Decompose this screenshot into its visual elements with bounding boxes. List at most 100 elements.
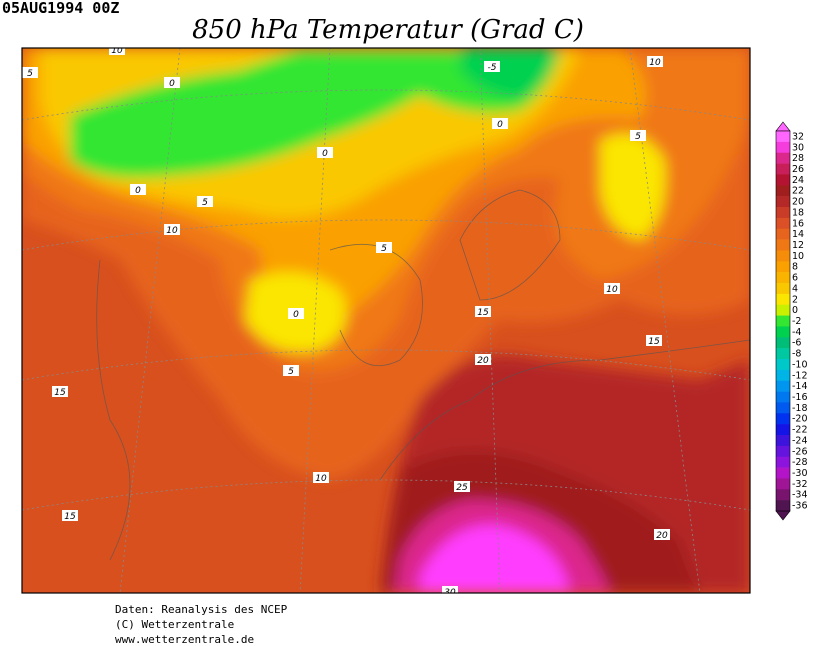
- colorbar-segment: [776, 152, 790, 164]
- contour-label-box: [475, 306, 491, 317]
- contour-label-box: [22, 67, 38, 78]
- contour-label: 25: [456, 483, 468, 493]
- colorbar-label: 12: [792, 240, 804, 251]
- colorbar-segment: [776, 456, 790, 468]
- colorbar-segment: [776, 174, 790, 186]
- temperature-field: 10 5 0 -5 10 0 5 0 0 5 10 5 10 15 0 15 20 5 15 10 25 15 20 30: [22, 46, 750, 593]
- contour-label: 5: [288, 367, 294, 377]
- colorbar-segment: [776, 326, 790, 338]
- contour-label: 15: [477, 308, 489, 318]
- colorbar-segment: [776, 185, 790, 197]
- colorbar-segment: [776, 478, 790, 490]
- contour-label: -5: [488, 63, 497, 73]
- colorbar-segment: [776, 348, 790, 360]
- contour-label: 10: [111, 46, 123, 56]
- contour-label: 15: [648, 337, 660, 347]
- colorbar-label: -2: [792, 316, 801, 327]
- colorbar-label: 32: [792, 131, 804, 142]
- colorbar-label: 14: [792, 229, 804, 240]
- contour-label-box: [130, 184, 146, 195]
- colorbar-segment: [776, 369, 790, 382]
- contour-label: 10: [166, 226, 178, 236]
- contour-label-box: [283, 365, 299, 376]
- colorbar-segment: [776, 380, 790, 392]
- colorbar-segment: [776, 293, 790, 306]
- timestamp: 05AUG1994 00Z: [2, 0, 119, 17]
- colorbar-label: 22: [792, 186, 804, 197]
- colorbar-segment: [776, 250, 790, 262]
- contour-label: 5: [635, 132, 641, 142]
- contour-label-box: [647, 56, 663, 67]
- colorbar-label: 6: [792, 273, 798, 284]
- contour-label-box: [630, 130, 646, 141]
- contour-label-box: [484, 61, 500, 72]
- contour-label: 0: [169, 79, 175, 89]
- contour-label: 0: [135, 186, 141, 196]
- colorbar-label: -16: [792, 392, 808, 403]
- colorbar-segment: [776, 359, 790, 371]
- contour-label-box: [317, 147, 333, 158]
- colorbar-label: 20: [792, 197, 804, 208]
- colorbar-segment: [776, 402, 790, 414]
- colorbar-segment: [776, 239, 790, 251]
- colorbar-segment: [776, 424, 790, 436]
- colorbar-segment: [776, 261, 790, 273]
- contour-label-box: [376, 242, 392, 253]
- contour-label: 5: [381, 244, 387, 254]
- colorbar: 32302826242220181614121086420-2-4-6-8-10…: [775, 121, 808, 521]
- colorbar-label: 18: [792, 207, 804, 218]
- colorbar-segment: [776, 196, 790, 208]
- footer-line: www.wetterzentrale.de: [115, 633, 254, 646]
- colorbar-label: -22: [792, 425, 808, 436]
- footer-line: (C) Wetterzentrale: [115, 618, 234, 631]
- contour-label-box: [109, 48, 125, 55]
- colorbar-segment: [776, 337, 790, 349]
- contour-label-box: [654, 529, 670, 540]
- contour-label: 20: [656, 531, 668, 541]
- colorbar-label: 2: [792, 294, 798, 305]
- colorbar-label: 10: [792, 251, 804, 262]
- colorbar-label: -14: [792, 381, 808, 392]
- contour-label-box: [475, 354, 491, 365]
- contour-label-box: [52, 386, 68, 397]
- contour-label-box: [288, 308, 304, 319]
- colorbar-label: -18: [792, 403, 808, 414]
- contour-label: 0: [497, 120, 503, 130]
- colorbar-label: -28: [792, 457, 808, 468]
- colorbar-segment: [776, 500, 790, 512]
- colorbar-segment: [776, 489, 790, 501]
- contour-label: 0: [293, 310, 299, 320]
- colorbar-segment: [776, 445, 790, 458]
- colorbar-segment: [776, 467, 790, 479]
- colorbar-segment: [776, 435, 790, 447]
- colorbar-label: -34: [792, 490, 808, 501]
- colorbar-label: -24: [792, 435, 808, 446]
- contour-label-box: [442, 586, 458, 593]
- colorbar-label: 8: [792, 262, 798, 273]
- colorbar-segment: [776, 413, 790, 425]
- colorbar-label: 4: [792, 283, 798, 294]
- contour-label: 5: [27, 69, 33, 79]
- colorbar-segment: [776, 217, 790, 230]
- contour-label: 10: [649, 58, 661, 68]
- colorbar-label: 28: [792, 153, 804, 164]
- colorbar-label: 0: [792, 305, 798, 316]
- colorbar-segment: [776, 131, 790, 143]
- contour-label: 15: [64, 512, 76, 522]
- footer-line: Daten: Reanalysis des NCEP: [115, 603, 288, 616]
- contour-label: 15: [54, 388, 66, 398]
- colorbar-segment: [776, 315, 790, 327]
- colorbar-label: -8: [792, 349, 801, 360]
- colorbar-label: -6: [792, 338, 801, 349]
- contour-label: 20: [477, 356, 489, 366]
- contour-label-box: [197, 196, 213, 207]
- colorbar-segment: [776, 207, 790, 219]
- contour-label-box: [454, 481, 470, 492]
- colorbar-label: 30: [792, 142, 804, 153]
- contour-label: 10: [315, 474, 327, 484]
- colorbar-segment: [776, 272, 790, 284]
- colorbar-label: -32: [792, 479, 808, 490]
- colorbar-label: -4: [792, 327, 801, 338]
- contour-label: 5: [202, 198, 208, 208]
